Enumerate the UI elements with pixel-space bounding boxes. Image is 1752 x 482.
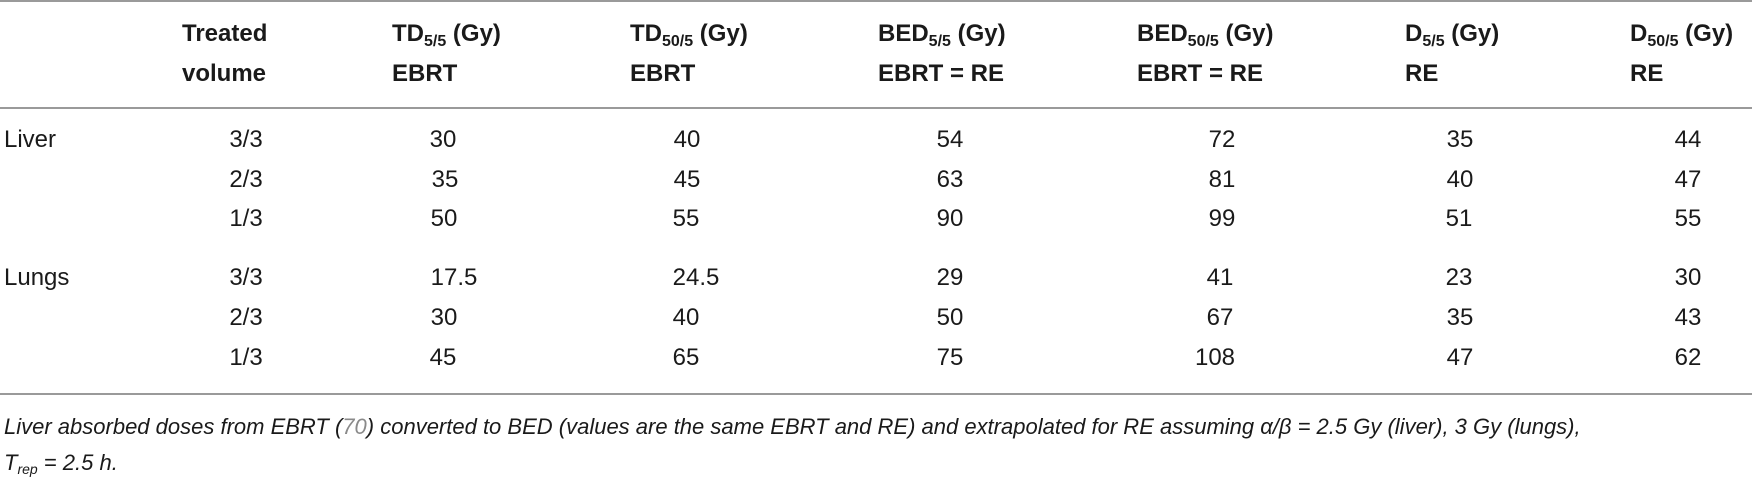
table-cell: 45 bbox=[429, 344, 457, 371]
header-d-50-5: D50/5 (Gy) RE bbox=[1630, 20, 1734, 87]
table-cell: 3/3 bbox=[229, 126, 263, 153]
header-treated-volume: Treated volume bbox=[182, 20, 268, 87]
table-cell: 63 bbox=[936, 166, 964, 193]
table-cell: 2/3 bbox=[229, 166, 263, 193]
table-cell: 17.5 bbox=[430, 264, 478, 291]
header-bed-50-5: BED50/5 (Gy) EBRT = RE bbox=[1137, 20, 1274, 87]
table-cell: 45 bbox=[673, 166, 701, 193]
table-cell: 55 bbox=[1674, 205, 1702, 232]
table-cell: 35 bbox=[1446, 304, 1474, 331]
header-rule bbox=[0, 107, 1752, 109]
table-cell: 55 bbox=[672, 205, 700, 232]
table-footnote: Liver absorbed doses from EBRT (70) conv… bbox=[4, 414, 1581, 477]
table-cell: 47 bbox=[1674, 166, 1702, 193]
table-cell: 47 bbox=[1446, 344, 1474, 371]
top-rule bbox=[0, 0, 1752, 2]
table-cell: 40 bbox=[672, 304, 700, 331]
header-bed-5-5: BED5/5 (Gy) EBRT = RE bbox=[878, 20, 1006, 87]
table-cell: 2/3 bbox=[229, 304, 263, 331]
organ-label-liver: Liver bbox=[4, 126, 57, 153]
table-cell: 51 bbox=[1445, 205, 1473, 232]
table-cell: 62 bbox=[1674, 344, 1702, 371]
header-d-5-5: D5/5 (Gy) RE bbox=[1405, 20, 1500, 87]
table-cell: 65 bbox=[672, 344, 700, 371]
table-cell: 1/3 bbox=[229, 344, 263, 371]
table-cell: 75 bbox=[936, 344, 964, 371]
table-cell: 40 bbox=[673, 126, 701, 153]
table-cell: 40 bbox=[1446, 166, 1474, 193]
header-td-50-5: TD50/5 (Gy) EBRT bbox=[630, 20, 748, 87]
table-cell: 41 bbox=[1206, 264, 1234, 291]
table-cell: 35 bbox=[1446, 126, 1474, 153]
table-cell: 99 bbox=[1208, 205, 1236, 232]
table-cell: 35 bbox=[431, 166, 459, 193]
table-cell: 72 bbox=[1208, 126, 1236, 153]
table-cell: 81 bbox=[1208, 166, 1236, 193]
table-cell: 44 bbox=[1674, 126, 1702, 153]
bottom-rule bbox=[0, 393, 1752, 395]
table-cell: 24.5 bbox=[672, 264, 720, 291]
table-cell: 50 bbox=[430, 205, 458, 232]
table-cell: 90 bbox=[936, 205, 964, 232]
table-cell: 30 bbox=[1674, 264, 1702, 291]
table-cell: 54 bbox=[936, 126, 964, 153]
table-cell: 30 bbox=[430, 304, 458, 331]
organ-label-lungs: Lungs bbox=[4, 264, 70, 291]
table-cell: 23 bbox=[1445, 264, 1473, 291]
table-cell: 43 bbox=[1674, 304, 1702, 331]
header-td-5-5: TD5/5 (Gy) EBRT bbox=[392, 20, 501, 87]
reference-link[interactable]: 70 bbox=[342, 414, 367, 439]
table-cell: 50 bbox=[936, 304, 964, 331]
table-cell: 1/3 bbox=[229, 205, 263, 232]
table-cell: 108 bbox=[1194, 344, 1236, 371]
table-cell: 29 bbox=[936, 264, 964, 291]
table-cell: 30 bbox=[429, 126, 457, 153]
table-cell: 67 bbox=[1206, 304, 1234, 331]
table-cell: 3/3 bbox=[229, 264, 263, 291]
